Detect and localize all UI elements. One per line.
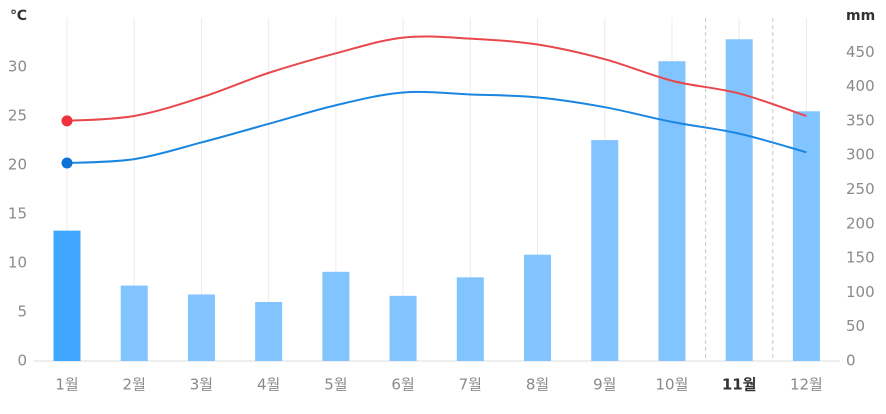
x-tick-label: 5월 bbox=[324, 376, 347, 394]
y-tick-label: 0 bbox=[17, 352, 27, 370]
bar bbox=[255, 302, 283, 361]
bar bbox=[187, 294, 215, 361]
x-tick-label: 10월 bbox=[656, 376, 689, 394]
marker bbox=[61, 115, 73, 127]
y2-tick-label: 350 bbox=[846, 111, 875, 129]
x-tick-label: 9월 bbox=[593, 376, 616, 394]
x-tick-label: 2월 bbox=[123, 376, 146, 394]
x-tick-label: 12월 bbox=[790, 376, 823, 394]
y2-tick-label: 150 bbox=[846, 249, 875, 267]
bar bbox=[591, 140, 619, 361]
x-tick-label: 1월 bbox=[55, 376, 78, 394]
y-tick-label: 25 bbox=[8, 107, 27, 125]
x-tick-label: 8월 bbox=[526, 376, 549, 394]
marker bbox=[61, 157, 73, 169]
bar bbox=[120, 285, 148, 361]
y2-unit: mm bbox=[846, 8, 875, 24]
x-tick-label: 3월 bbox=[190, 376, 213, 394]
line bbox=[66, 90, 807, 165]
bar bbox=[658, 61, 686, 362]
bar bbox=[53, 230, 81, 361]
y-tick-label: 5 bbox=[17, 303, 27, 321]
bar bbox=[456, 277, 484, 361]
bar bbox=[389, 295, 417, 361]
y2-tick-label: 100 bbox=[846, 283, 875, 301]
y-tick-label: 20 bbox=[8, 156, 27, 174]
y-unit: ℃ bbox=[10, 8, 27, 24]
y-tick-label: 10 bbox=[8, 254, 27, 272]
x-tick-label: 6월 bbox=[391, 376, 414, 394]
bar bbox=[524, 254, 552, 361]
bar bbox=[725, 39, 753, 362]
y2-tick-label: 200 bbox=[846, 214, 875, 232]
x-tick-label: 7월 bbox=[459, 376, 482, 394]
y2-tick-label: 0 bbox=[846, 352, 856, 370]
y2-tick-label: 250 bbox=[846, 180, 875, 198]
x-tick-label: 4월 bbox=[257, 376, 280, 394]
bar bbox=[322, 271, 350, 361]
y2-tick-label: 50 bbox=[846, 317, 865, 335]
y2-tick-label: 300 bbox=[846, 146, 875, 164]
y2-tick-label: 400 bbox=[846, 77, 875, 95]
y-tick-label: 30 bbox=[8, 58, 27, 76]
line bbox=[66, 35, 807, 122]
y2-tick-label: 450 bbox=[846, 43, 875, 61]
y-tick-label: 15 bbox=[8, 205, 27, 223]
x-tick-label: 11월 bbox=[722, 376, 757, 394]
bar bbox=[792, 111, 820, 362]
